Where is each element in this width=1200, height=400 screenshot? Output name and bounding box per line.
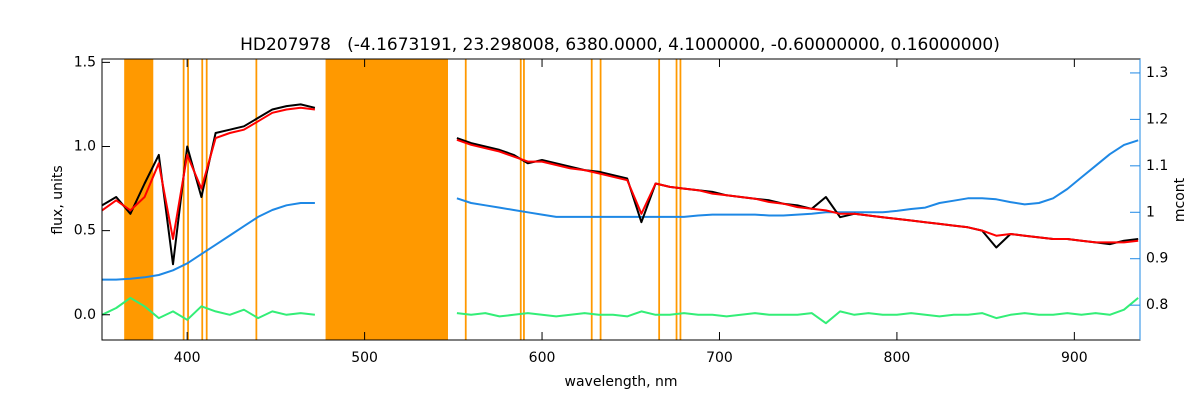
y-tick-label: 0.5 [74, 223, 96, 239]
mask-region [519, 59, 522, 340]
y2-tick-label: 0.9 [1146, 251, 1168, 267]
mask-region [658, 59, 661, 340]
series-line [101, 296, 1139, 325]
mask-region [464, 59, 467, 340]
y-tick-label: 1.0 [74, 138, 96, 154]
mask-region [590, 59, 593, 340]
y-axis-label: flux, units [50, 165, 66, 234]
y2-tick-label: 1.1 [1146, 158, 1168, 174]
mask-region [679, 59, 682, 340]
mask-region [187, 59, 189, 340]
mask-region [201, 59, 204, 340]
x-axis-label: wavelength, nm [565, 374, 678, 390]
x-tick-label: 700 [706, 350, 733, 366]
x-tick-label: 400 [174, 350, 201, 366]
mask-region [255, 59, 258, 340]
y2-axis-label: mcont [1172, 177, 1188, 222]
x-tick-label: 900 [1061, 350, 1088, 366]
x-tick-label: 600 [529, 350, 556, 366]
y-tick-label: 0.0 [74, 307, 96, 323]
x-tick-label: 800 [884, 350, 911, 366]
mask-region [124, 59, 154, 340]
y-tick-label: 1.5 [74, 54, 96, 70]
y2-tick-label: 1.3 [1146, 65, 1168, 81]
y2-tick-label: 1 [1146, 204, 1155, 220]
chart-title: HD207978 (-4.1673191, 23.298008, 6380.00… [240, 35, 1000, 55]
series-line [102, 139, 1139, 281]
x-tick-label: 500 [351, 350, 378, 366]
mask-region [182, 59, 185, 340]
mask-region [675, 59, 678, 340]
mask-region [599, 59, 602, 340]
y2-tick-label: 0.8 [1146, 297, 1168, 313]
mask-region [325, 59, 448, 340]
mask-region [205, 59, 208, 340]
y2-tick-label: 1.2 [1146, 111, 1168, 127]
mask-region [523, 59, 525, 340]
series-line [101, 106, 1139, 244]
